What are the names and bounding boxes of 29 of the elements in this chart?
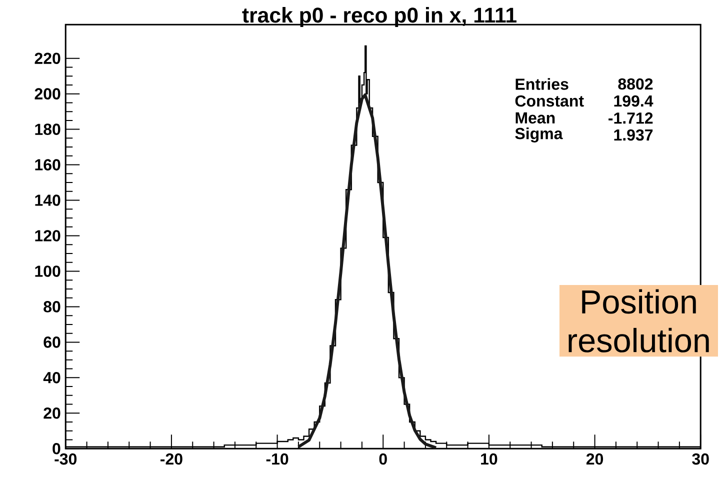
annotation: 8802 [618,78,653,90]
y-tick-label: 160 [35,159,60,170]
annotation: Sigma [515,128,563,142]
chart-title: track p0 - reco p0 in x, 1111 [242,7,516,27]
y-tick-label: 180 [35,124,60,135]
y-tick-label: 120 [35,230,60,242]
y-tick-label: 100 [35,266,60,277]
y-tick-label: 200 [34,88,60,100]
annotation: -1.712 [608,112,653,124]
x-tick-label: -20 [160,453,182,465]
annotation: Constant [515,95,584,107]
y-tick-label: 60 [44,336,60,348]
x-tick-label: 10 [481,453,498,465]
annotation: 1.937 [614,129,653,141]
y-tick-label: 20 [44,407,60,419]
y-tick-label: 140 [35,194,60,206]
y-tick-label: 40 [43,372,60,384]
annotation: Position resolution [568,289,709,352]
x-tick-label: -30 [54,453,77,465]
x-tick-label: 20 [586,453,604,465]
x-tick-label: 30 [692,453,709,465]
x-tick-label: 0 [379,453,387,465]
y-tick-label: 0 [52,442,60,454]
annotation: 199.4 [614,95,654,107]
y-tick-label: 80 [44,301,60,312]
annotation: Mean [516,112,555,124]
annotation: Entries [516,78,568,90]
y-tick-label: 220 [34,52,60,64]
x-tick-label: -10 [266,453,288,465]
